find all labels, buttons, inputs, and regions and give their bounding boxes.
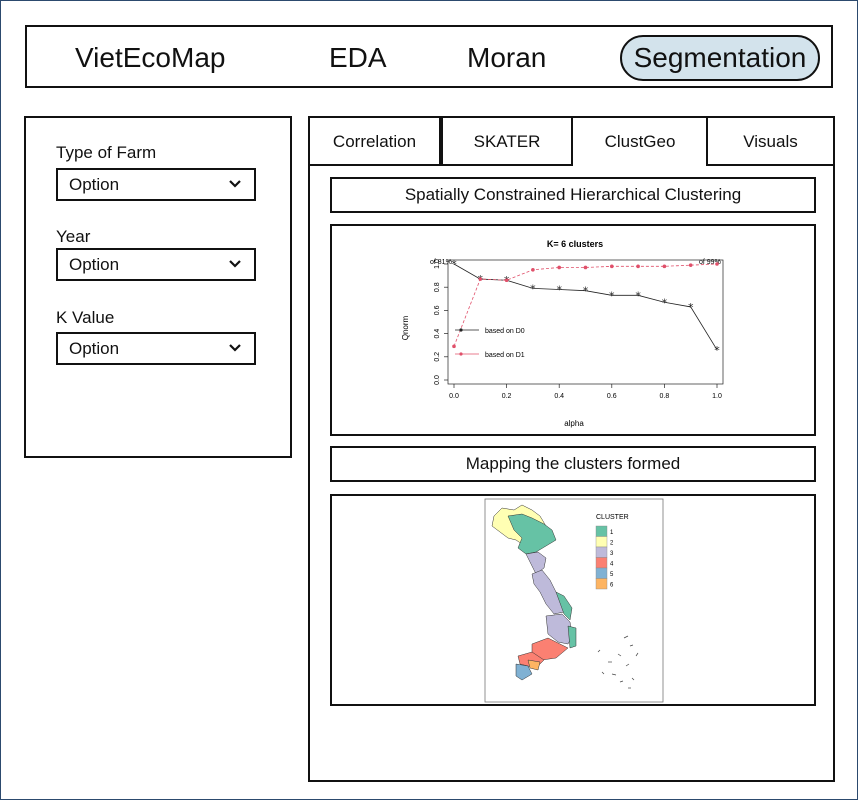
- d1-point: [688, 263, 693, 267]
- k-value-select[interactable]: Option: [56, 332, 256, 365]
- legend-label-1: 1: [610, 530, 614, 536]
- type-of-farm-select[interactable]: Option: [56, 168, 256, 201]
- d1-point: [504, 278, 509, 283]
- map-section-title: Mapping the clusters formed: [330, 446, 816, 482]
- region-south-coast: [567, 625, 577, 649]
- brand-logo[interactable]: VietEcoMap: [75, 42, 226, 73]
- d1-point: [662, 264, 667, 269]
- region-north-central: [525, 551, 547, 575]
- chart-section-title: Spatially Constrained Hierarchical Clust…: [330, 177, 816, 213]
- d0-point: *: [530, 282, 536, 295]
- chart-panel: K= 6 clusters of 81% of 99% alpha Qnorm …: [330, 224, 816, 436]
- y-tick-label: 0.0: [434, 375, 441, 385]
- legend-label-2: 2: [610, 541, 614, 547]
- legend-swatch-6: [595, 578, 608, 590]
- plot-frame: [447, 259, 724, 385]
- region-mekong-c: [527, 659, 541, 671]
- d0-point: *: [714, 344, 720, 357]
- chevron-down-icon: [229, 260, 241, 268]
- annotation-right: of 99%: [699, 259, 721, 266]
- tab-visuals[interactable]: Visuals: [706, 118, 833, 166]
- islands: [597, 635, 639, 689]
- y-tick-label: 1.0: [434, 259, 441, 269]
- type-of-farm-value: Option: [69, 175, 120, 194]
- legend-swatch-3: [595, 546, 608, 558]
- nav-segmentation[interactable]: Segmentation: [620, 35, 820, 81]
- year-select[interactable]: Option: [56, 248, 256, 281]
- legend-label-6: 6: [610, 583, 614, 589]
- d0-point: *: [583, 285, 589, 298]
- d1-point: [452, 344, 456, 349]
- legend-swatch-5: [595, 567, 608, 579]
- year-value: Option: [69, 255, 120, 274]
- map-legend: 1 2 3 4 5 6: [595, 525, 614, 590]
- tab-correlation[interactable]: Correlation: [310, 118, 441, 166]
- d1-point: [583, 265, 588, 270]
- y-tick-label: 0.6: [434, 305, 441, 315]
- tab-skater[interactable]: SKATER: [441, 118, 573, 166]
- filter-sidebar: Type of Farm Option Year Option K Value …: [24, 116, 292, 458]
- d1-point: [610, 264, 614, 269]
- y-axis-label: Qnorm: [401, 315, 410, 340]
- d1-point: [531, 268, 535, 272]
- d1-point: [478, 277, 483, 281]
- d0-point: *: [451, 258, 457, 271]
- chevron-down-icon: [229, 180, 241, 188]
- series-line-0: [453, 263, 718, 351]
- top-navbar: VietEcoMap EDA Moran Segmentation: [25, 25, 833, 88]
- nav-moran[interactable]: Moran: [467, 42, 547, 73]
- d0-point: *: [662, 296, 668, 309]
- chart-title: K= 6 clusters: [547, 239, 603, 249]
- legend-swatch-1: [595, 525, 608, 537]
- x-tick-label: 0.4: [554, 393, 564, 400]
- legend-label-1: based on D1: [485, 352, 525, 359]
- d1-point: [636, 264, 640, 269]
- map-legend-title: CLUSTER: [596, 514, 629, 521]
- legend-label-5: 5: [610, 572, 614, 578]
- chevron-down-icon: [229, 344, 241, 352]
- tab-clustgeo[interactable]: ClustGeo: [604, 132, 676, 151]
- legend-swatch-4: [595, 557, 608, 569]
- nav-eda[interactable]: EDA: [329, 42, 387, 73]
- x-tick-label: 0.2: [502, 393, 512, 400]
- d1-point: [715, 262, 719, 266]
- region-mekong-b: [515, 663, 533, 681]
- d0-point: *: [688, 301, 694, 314]
- map-panel: CLUSTER 1 2 3 4 5 6: [330, 494, 816, 706]
- d0-point: *: [609, 289, 615, 302]
- qnorm-chart: K= 6 clusters of 81% of 99% alpha Qnorm …: [401, 239, 724, 428]
- k-value-value: Option: [69, 339, 120, 358]
- x-tick-label: 0.6: [607, 393, 617, 400]
- legend-marker-0: [459, 328, 463, 332]
- y-tick-label: 0.4: [434, 329, 441, 339]
- x-tick-label: 0.0: [449, 393, 459, 400]
- y-tick-label: 0.2: [434, 352, 441, 362]
- annotation-left: of 81%: [430, 259, 452, 266]
- y-tick-label: 0.8: [434, 282, 441, 292]
- year-label: Year: [56, 227, 91, 246]
- d0-point: *: [635, 289, 641, 302]
- d0-point: *: [556, 284, 562, 297]
- region-central-coast: [555, 591, 573, 621]
- main-panel: Correlation SKATER ClustGeo Visuals Spat…: [308, 116, 835, 782]
- region-north: [507, 513, 557, 555]
- x-axis-label: alpha: [564, 419, 584, 428]
- type-of-farm-label: Type of Farm: [56, 143, 157, 162]
- x-tick-label: 1.0: [712, 393, 722, 400]
- series-line-1: [453, 263, 718, 347]
- x-tick-label: 0.8: [660, 393, 670, 400]
- k-value-label: K Value: [56, 308, 115, 327]
- legend-label-0: based on D0: [485, 328, 525, 335]
- cluster-map: CLUSTER 1 2 3 4 5 6: [484, 498, 664, 703]
- legend-swatch-2: [595, 536, 608, 548]
- legend-marker-1: [459, 352, 463, 356]
- legend-label-4: 4: [610, 562, 614, 568]
- d1-point: [557, 265, 561, 270]
- legend-label-3: 3: [610, 551, 614, 557]
